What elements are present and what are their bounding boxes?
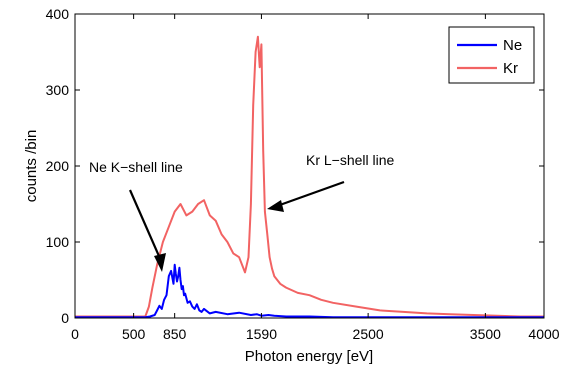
x-tick-label: 500 <box>122 326 146 342</box>
series-layer <box>75 35 544 319</box>
annotation-ne-text: Ne K−shell line <box>89 159 183 175</box>
ticks-layer: 0 500 850 1590 2500 3500 4000 0 100 200 300 400 <box>46 6 560 342</box>
x-tick-label: 4000 <box>528 326 559 342</box>
x-tick-label: 0 <box>71 326 79 342</box>
annotation-kr-arrowhead <box>267 200 284 212</box>
annotation-kr-arrow <box>276 180 345 208</box>
legend-label-ne: Ne <box>503 37 522 54</box>
legend: Ne Kr <box>448 26 535 84</box>
annotation-ne-arrow <box>128 189 164 264</box>
y-tick-label: 0 <box>61 310 69 326</box>
y-tick-label: 400 <box>46 6 70 22</box>
series-line-ne <box>75 263 544 319</box>
annotation-kr: Kr L−shell line <box>267 152 395 212</box>
x-tick-label: 2500 <box>353 326 384 342</box>
y-tick-label: 200 <box>46 158 70 174</box>
y-tick-label: 100 <box>46 234 70 250</box>
y-axis-title: counts /bin <box>23 130 40 203</box>
x-axis-title: Photon energy [eV] <box>245 348 373 365</box>
x-tick-label: 3500 <box>470 326 501 342</box>
x-tick-label: 850 <box>163 326 187 342</box>
annotation-ne-arrowhead <box>154 253 166 272</box>
series-line-kr <box>75 35 544 318</box>
legend-box <box>448 26 535 84</box>
annotation-ne: Ne K−shell line <box>89 159 183 272</box>
legend-label-kr: Kr <box>503 60 518 77</box>
y-tick-label: 300 <box>46 82 70 98</box>
annotation-kr-text: Kr L−shell line <box>306 152 395 168</box>
x-tick-label: 1590 <box>246 326 277 342</box>
